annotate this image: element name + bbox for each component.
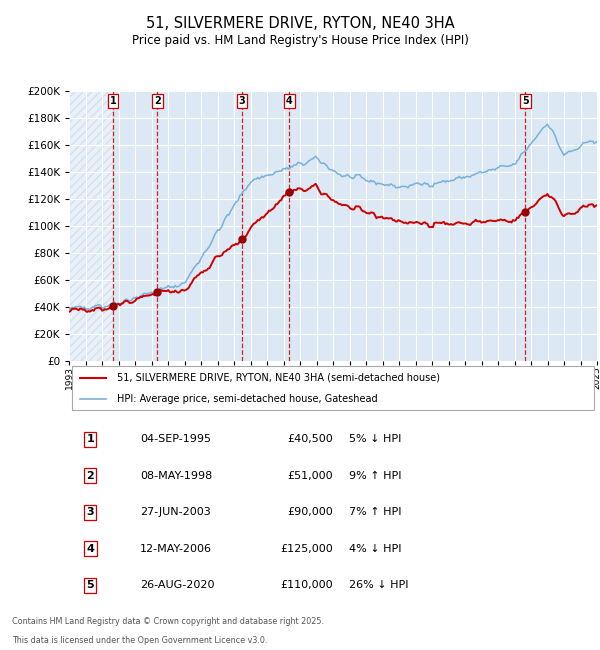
Text: 08-MAY-1998: 08-MAY-1998 bbox=[140, 471, 212, 480]
Text: 51, SILVERMERE DRIVE, RYTON, NE40 3HA: 51, SILVERMERE DRIVE, RYTON, NE40 3HA bbox=[146, 16, 454, 31]
Text: 04-SEP-1995: 04-SEP-1995 bbox=[140, 434, 211, 444]
Text: 1: 1 bbox=[86, 434, 94, 444]
Text: 1: 1 bbox=[110, 96, 116, 106]
Text: 12-MAY-2006: 12-MAY-2006 bbox=[140, 544, 212, 554]
Text: £90,000: £90,000 bbox=[287, 507, 333, 517]
Text: 4% ↓ HPI: 4% ↓ HPI bbox=[349, 544, 401, 554]
Text: 51, SILVERMERE DRIVE, RYTON, NE40 3HA (semi-detached house): 51, SILVERMERE DRIVE, RYTON, NE40 3HA (s… bbox=[116, 372, 440, 383]
Text: 4: 4 bbox=[86, 544, 94, 554]
Text: £125,000: £125,000 bbox=[280, 544, 333, 554]
Text: 27-JUN-2003: 27-JUN-2003 bbox=[140, 507, 211, 517]
Text: £110,000: £110,000 bbox=[280, 580, 333, 590]
Text: 26-AUG-2020: 26-AUG-2020 bbox=[140, 580, 215, 590]
Text: HPI: Average price, semi-detached house, Gateshead: HPI: Average price, semi-detached house,… bbox=[116, 394, 377, 404]
Text: 4: 4 bbox=[286, 96, 293, 106]
Text: 5: 5 bbox=[86, 580, 94, 590]
Text: 2: 2 bbox=[86, 471, 94, 480]
Text: £40,500: £40,500 bbox=[287, 434, 333, 444]
Text: Price paid vs. HM Land Registry's House Price Index (HPI): Price paid vs. HM Land Registry's House … bbox=[131, 34, 469, 47]
Text: 3: 3 bbox=[239, 96, 245, 106]
Text: 5% ↓ HPI: 5% ↓ HPI bbox=[349, 434, 401, 444]
Text: This data is licensed under the Open Government Licence v3.0.: This data is licensed under the Open Gov… bbox=[12, 636, 268, 645]
Text: 3: 3 bbox=[86, 507, 94, 517]
Text: 7% ↑ HPI: 7% ↑ HPI bbox=[349, 507, 401, 517]
Text: £51,000: £51,000 bbox=[287, 471, 333, 480]
Text: 26% ↓ HPI: 26% ↓ HPI bbox=[349, 580, 409, 590]
Text: 9% ↑ HPI: 9% ↑ HPI bbox=[349, 471, 401, 480]
Text: 2: 2 bbox=[154, 96, 161, 106]
Text: Contains HM Land Registry data © Crown copyright and database right 2025.: Contains HM Land Registry data © Crown c… bbox=[12, 617, 324, 626]
Text: 5: 5 bbox=[522, 96, 529, 106]
FancyBboxPatch shape bbox=[71, 367, 595, 410]
